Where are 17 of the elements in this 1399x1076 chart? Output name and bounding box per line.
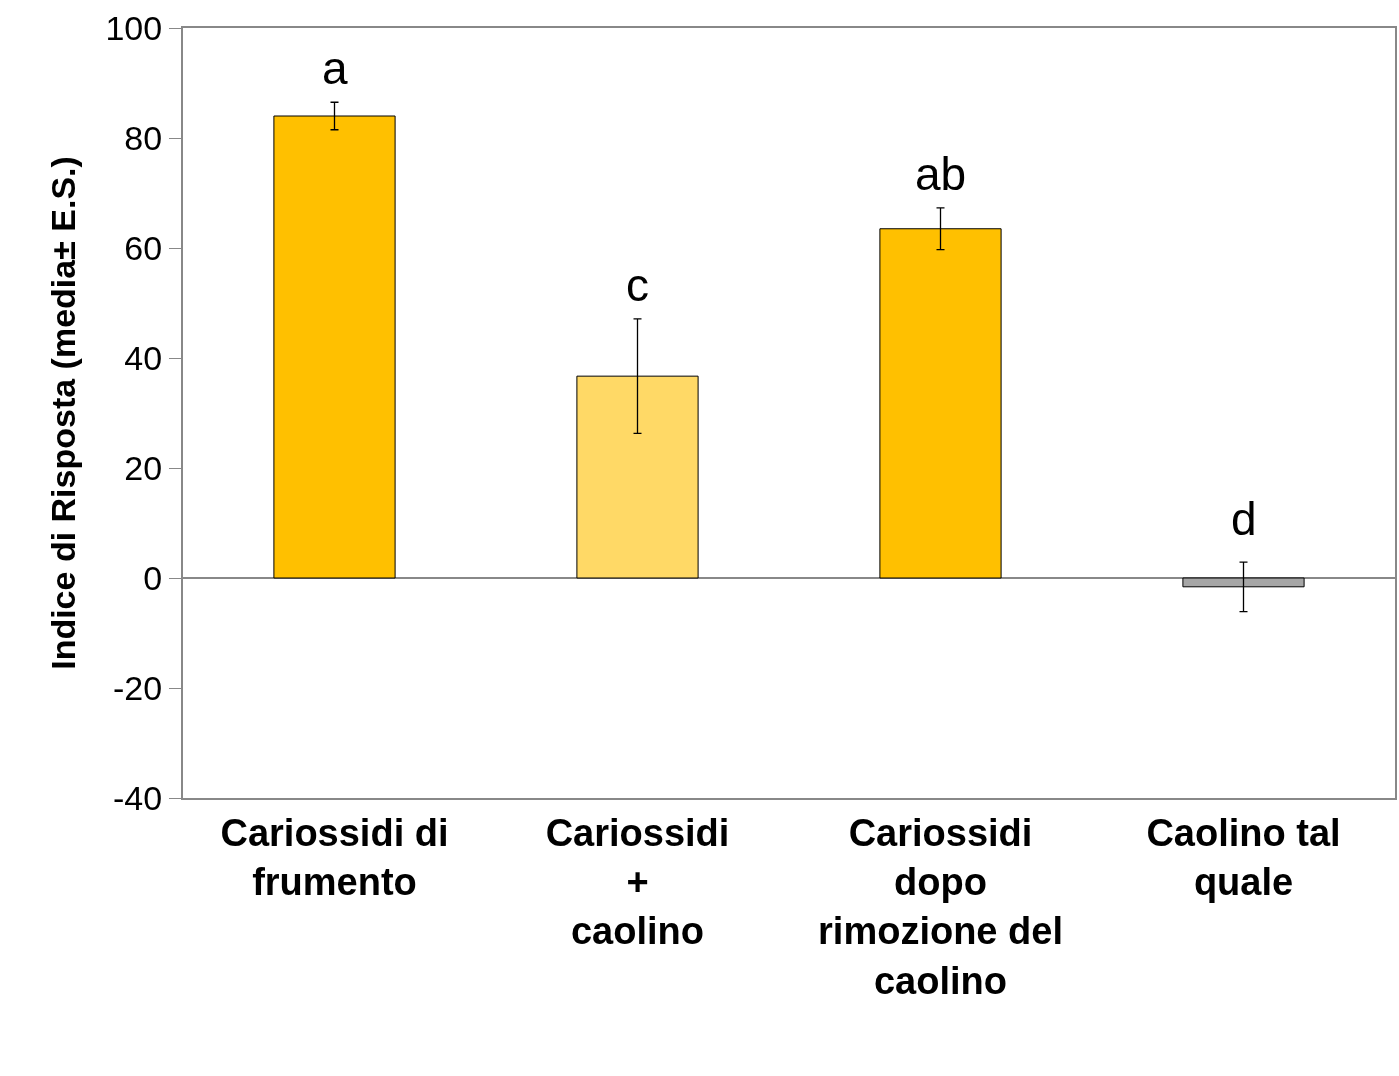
annotation: ab bbox=[915, 148, 967, 200]
annotation: d bbox=[1231, 493, 1257, 545]
y-tick-label: 100 bbox=[105, 8, 163, 47]
y-tick-label: 20 bbox=[124, 448, 163, 487]
y-tick-label: 40 bbox=[124, 338, 163, 377]
x-tick-label: Caolino tal quale bbox=[1146, 811, 1341, 903]
x-tick-label: Cariossidi dopo rimozione del caolino bbox=[818, 811, 1063, 1002]
y-tick-label: 60 bbox=[124, 228, 163, 267]
y-axis-title: Indice di Risposta (media± E.S.) bbox=[43, 156, 82, 670]
annotation: c bbox=[626, 259, 649, 311]
y-tick-label: 0 bbox=[143, 558, 163, 597]
x-tick-label: Cariossidi + caolino bbox=[545, 811, 730, 953]
y-tick-label: -20 bbox=[113, 668, 163, 707]
x-tick-label: Cariossidi di frumento bbox=[220, 811, 449, 903]
y-tick-label: -40 bbox=[113, 778, 163, 817]
annotation: a bbox=[322, 42, 348, 94]
y-tick-label: 80 bbox=[124, 118, 163, 157]
